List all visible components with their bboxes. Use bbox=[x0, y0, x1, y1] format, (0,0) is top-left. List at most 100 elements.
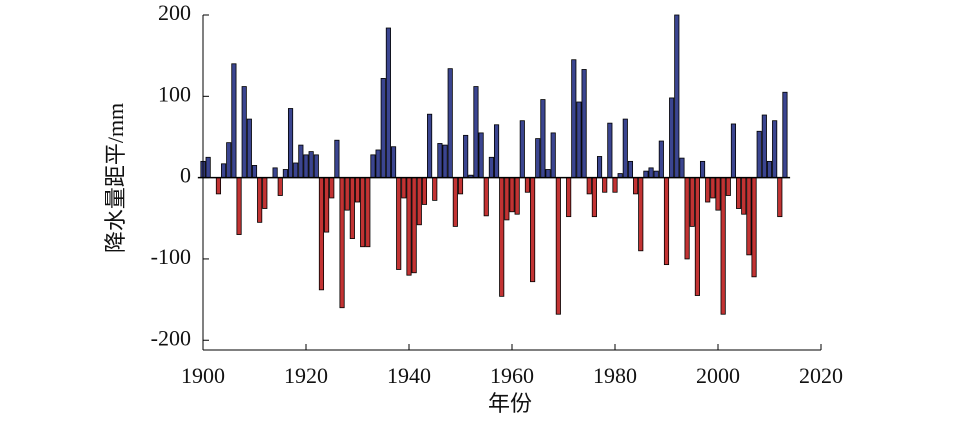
bar bbox=[329, 177, 335, 199]
bar bbox=[478, 132, 484, 179]
bar bbox=[627, 160, 634, 179]
bar bbox=[313, 154, 319, 179]
bar bbox=[411, 177, 417, 274]
bar bbox=[622, 118, 628, 179]
bar bbox=[509, 177, 515, 213]
bar bbox=[514, 177, 520, 215]
bar bbox=[287, 108, 294, 179]
bar bbox=[581, 69, 587, 179]
bar bbox=[751, 177, 757, 278]
bar bbox=[596, 156, 603, 179]
bar bbox=[766, 160, 773, 179]
bar bbox=[591, 177, 597, 218]
y-tick-label: -200 bbox=[151, 325, 191, 350]
bar bbox=[653, 170, 659, 179]
bar bbox=[643, 170, 649, 179]
bar bbox=[725, 177, 731, 196]
bar bbox=[427, 113, 433, 179]
x-tick-label: 1940 bbox=[387, 363, 431, 388]
bar bbox=[689, 177, 695, 227]
bar bbox=[715, 177, 721, 211]
bar bbox=[308, 151, 314, 179]
bar bbox=[390, 146, 397, 179]
bar bbox=[535, 138, 541, 179]
bar bbox=[669, 97, 675, 179]
bar bbox=[576, 101, 582, 179]
bar bbox=[380, 78, 386, 179]
bar bbox=[736, 177, 742, 209]
bar bbox=[272, 167, 278, 179]
bar bbox=[602, 177, 608, 193]
bar bbox=[540, 99, 546, 179]
bar bbox=[318, 177, 325, 291]
bar bbox=[571, 59, 577, 179]
bar bbox=[777, 177, 783, 218]
bar bbox=[746, 177, 752, 256]
y-tick-label: -100 bbox=[151, 244, 191, 269]
bar bbox=[396, 177, 402, 270]
bar bbox=[344, 177, 350, 211]
bar bbox=[447, 68, 453, 179]
bar bbox=[545, 169, 551, 179]
bar bbox=[277, 177, 283, 196]
y-tick-label: 100 bbox=[158, 81, 191, 106]
bar bbox=[437, 143, 443, 179]
bar bbox=[442, 144, 448, 179]
bar bbox=[241, 86, 247, 179]
bar bbox=[375, 149, 381, 179]
bar bbox=[205, 156, 211, 179]
bar bbox=[385, 27, 391, 179]
bar bbox=[215, 177, 222, 195]
bar bbox=[684, 177, 690, 260]
bar bbox=[550, 132, 556, 179]
bar bbox=[658, 140, 664, 179]
bar bbox=[772, 120, 778, 179]
x-tick-label: 2020 bbox=[799, 363, 843, 388]
bar bbox=[761, 114, 767, 179]
bar bbox=[401, 177, 407, 199]
bar bbox=[674, 14, 680, 179]
bar bbox=[473, 86, 479, 179]
x-tick-label: 1900 bbox=[181, 363, 225, 388]
bar bbox=[663, 177, 670, 266]
bar bbox=[607, 122, 613, 179]
bar bbox=[638, 177, 644, 252]
bar bbox=[705, 177, 711, 203]
bar bbox=[679, 157, 685, 179]
bar bbox=[457, 177, 464, 195]
bar bbox=[432, 177, 438, 201]
bar bbox=[566, 177, 572, 218]
bar bbox=[246, 118, 252, 179]
bar bbox=[493, 124, 500, 179]
bar bbox=[699, 160, 706, 179]
bar bbox=[406, 177, 412, 276]
bar bbox=[303, 154, 309, 179]
bar bbox=[231, 63, 237, 179]
bar bbox=[782, 91, 788, 179]
bar bbox=[349, 177, 355, 240]
bar bbox=[370, 154, 376, 179]
bar bbox=[499, 177, 505, 297]
bar bbox=[257, 177, 263, 223]
bar bbox=[519, 120, 525, 179]
bar bbox=[354, 177, 361, 203]
bar bbox=[710, 177, 716, 199]
bar bbox=[339, 177, 345, 309]
bar bbox=[524, 177, 531, 193]
bar bbox=[504, 177, 510, 221]
bar bbox=[530, 177, 536, 283]
bar bbox=[756, 130, 762, 179]
bar bbox=[741, 177, 747, 215]
bar bbox=[282, 169, 288, 179]
bar bbox=[262, 177, 268, 209]
bar bbox=[298, 144, 304, 179]
x-axis-title: 年份 bbox=[488, 391, 532, 416]
bar bbox=[648, 167, 654, 179]
y-tick-label: 0 bbox=[180, 163, 191, 188]
bar bbox=[421, 177, 428, 205]
bar bbox=[293, 162, 299, 179]
bar bbox=[416, 177, 422, 226]
bar bbox=[365, 177, 371, 248]
bar bbox=[251, 165, 258, 179]
